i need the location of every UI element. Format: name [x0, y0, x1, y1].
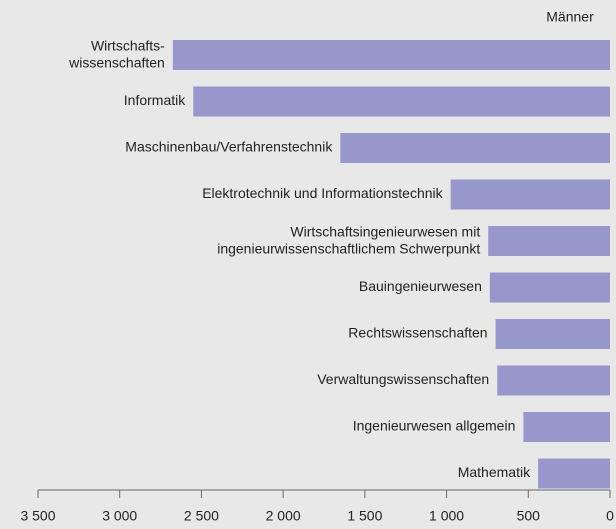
category-label: Wirtschaftsingenieurwesen mit ingenieurwi… — [217, 223, 480, 256]
x-tick-label: 2 500 — [184, 508, 219, 524]
category-label: Rechtswissenschaften — [348, 325, 487, 341]
bar — [495, 319, 610, 349]
bar — [489, 272, 610, 303]
x-tick-label: 0 — [606, 508, 614, 524]
category-label: Maschinenbau/Verfahrenstechnik — [125, 139, 333, 155]
bar — [450, 179, 610, 210]
category-label: Elektrotechnik und Informationstechnik — [202, 185, 443, 201]
bar — [340, 133, 610, 163]
bar — [193, 86, 610, 117]
bar — [497, 365, 610, 396]
bar — [488, 226, 610, 256]
bar — [538, 458, 610, 489]
x-tick-label: 3 000 — [102, 508, 137, 524]
category-label: Ingenieurwesen allgemein — [353, 418, 516, 434]
category-label: Wirtschafts-wissenschaften — [68, 37, 165, 70]
x-tick-label: 500 — [517, 508, 541, 524]
category-label: Informatik — [124, 92, 186, 108]
bar — [523, 412, 610, 442]
x-tick-label: 1 000 — [429, 508, 464, 524]
x-tick-label: 3 500 — [20, 508, 55, 524]
category-label: Bauingenieurwesen — [359, 278, 482, 294]
bar — [172, 40, 611, 70]
category-label: Mathematik — [458, 464, 531, 480]
x-tick-label: 2 000 — [266, 508, 301, 524]
category-label: Verwaltungswissenschaften — [317, 371, 489, 387]
legend-label: Männer — [546, 9, 594, 25]
x-tick-label: 1 500 — [347, 508, 382, 524]
